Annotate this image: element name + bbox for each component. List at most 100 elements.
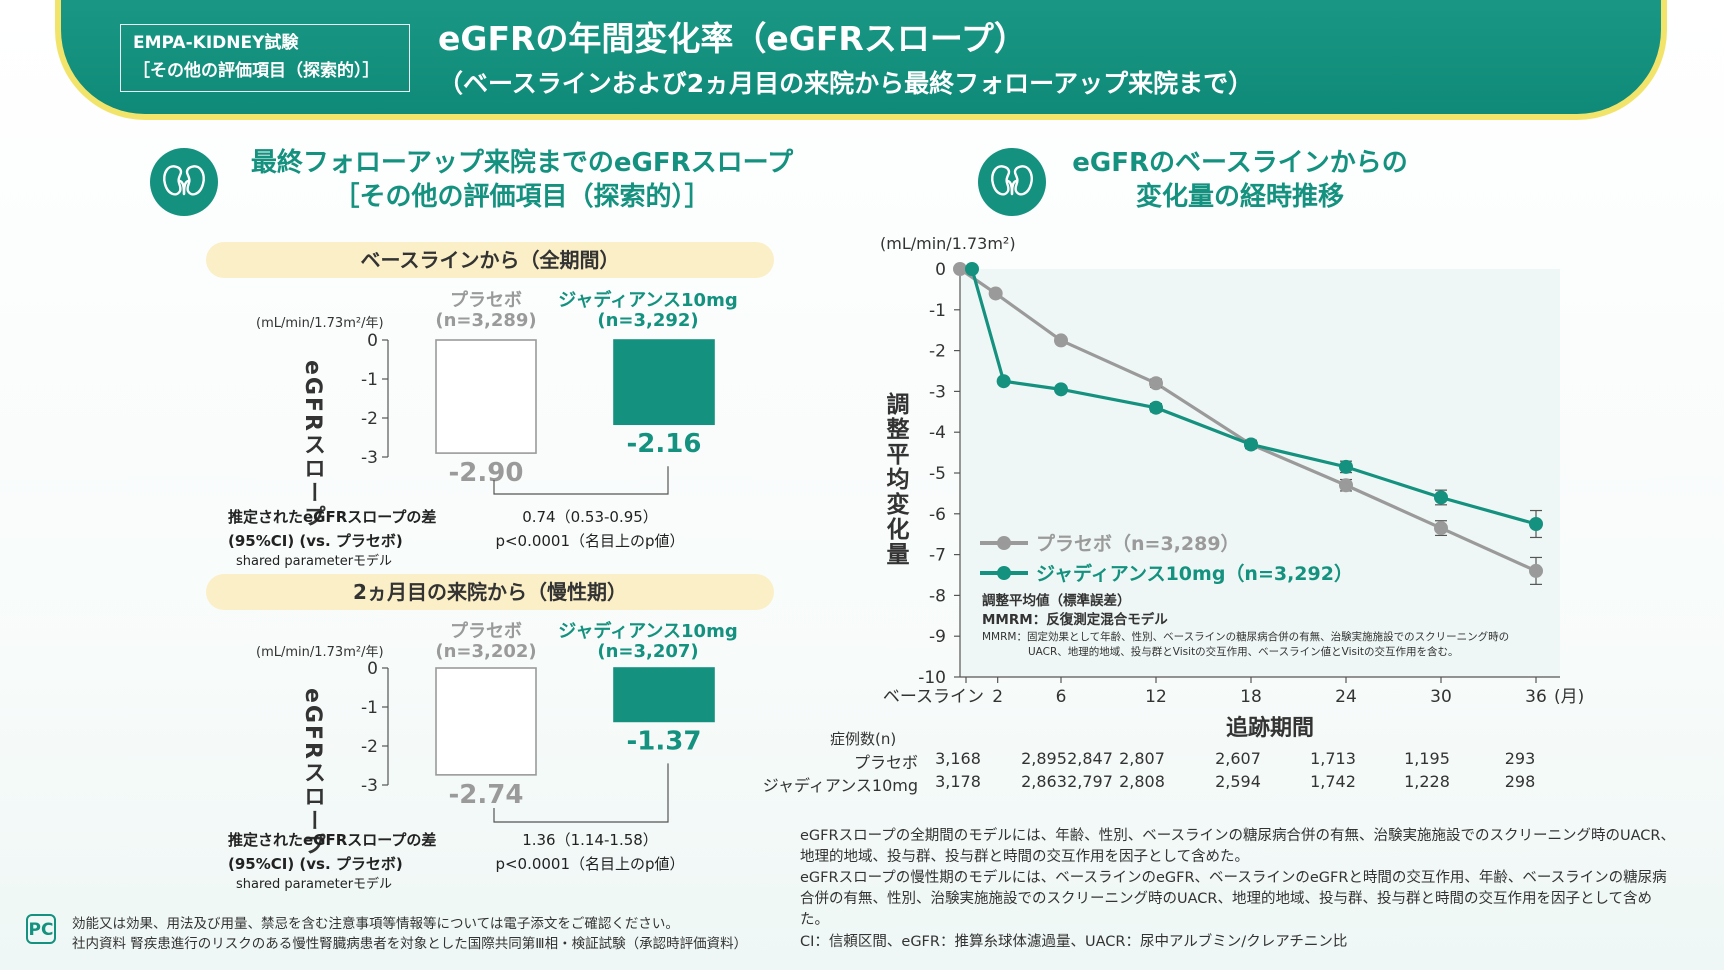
x-tick-label: 18 bbox=[1240, 687, 1262, 707]
study-category: ［その他の評価項目（探索的）］ bbox=[133, 61, 380, 81]
panel1-ytick-label: 0 bbox=[367, 331, 378, 351]
panel2-placebo-header: プラセボ (n=3,202) bbox=[416, 622, 556, 662]
y-tick-label: -7 bbox=[929, 546, 946, 566]
x-tick-label: 30 bbox=[1430, 687, 1452, 707]
legend-note-2: MMRM：反復測定混合モデル bbox=[982, 612, 1168, 628]
placebo-point bbox=[1149, 376, 1163, 391]
n-cell: 3,178 bbox=[935, 772, 981, 791]
x-tick-label: 36 bbox=[1525, 687, 1547, 707]
x-tick-label: 6 bbox=[1056, 687, 1067, 707]
panel1-pill: ベースラインから（全期間） bbox=[206, 242, 774, 278]
n-cell: 1,195 bbox=[1404, 749, 1450, 768]
left-title-line1: 最終フォローアップ来院までのeGFRスロープ bbox=[250, 148, 794, 178]
panel1-placebo-header: プラセボ (n=3,289) bbox=[416, 291, 556, 331]
legend-marker bbox=[997, 566, 1011, 580]
panel1-model: shared parameterモデル bbox=[236, 554, 393, 569]
panel1-bracket bbox=[493, 466, 669, 495]
footer-line2: 社内資料 腎疾患進行のリスクのある慢性腎臓病患者を対象とした国際共同第Ⅲ相・検証… bbox=[72, 936, 748, 952]
panel2-diff-label: 推定されたeGFRスロープの差 (95%CI) (vs. プラセボ) share… bbox=[228, 828, 436, 894]
line-ylabel: 調整平均変化量 bbox=[882, 392, 908, 567]
y-tick-label: -6 bbox=[929, 505, 946, 525]
jardiance-point bbox=[1434, 490, 1448, 505]
panel2-ylabel: eGFRスロープ bbox=[300, 688, 325, 857]
n-cell: 1,228 bbox=[1404, 772, 1450, 791]
bar-chart-full-period: 0 -1 -2 -3 -2.90 -2.16 bbox=[361, 331, 715, 495]
mmrm-note-2: UACR、地理的地域、投与群とVisitの交互作用、ベースライン値とVisitの… bbox=[1028, 646, 1459, 658]
n-cell: 2,808 bbox=[1119, 772, 1165, 791]
placebo-line bbox=[959, 267, 1537, 573]
page-subtitle: （ベースラインおよび2ヵ月目の来院から最終フォローアップ来院まで） bbox=[438, 69, 1254, 98]
note-abbreviations: CI：信頼区間、eGFR：推算糸球体濾過量、UACR：尿中アルブミン/クレアチニ… bbox=[800, 934, 1348, 950]
panel2-p-value: p<0.0001（名目上のp値） bbox=[495, 855, 685, 873]
kidney-icon bbox=[150, 148, 218, 216]
legend-placebo: プラセボ（n=3,289） bbox=[1036, 532, 1240, 555]
panel1-bar-jardiance bbox=[613, 339, 715, 426]
footer-line1: 効能又は効果、用法及び用量、禁忌を含む注意事項等情報等については電子添文をご確認… bbox=[72, 916, 679, 932]
panel2-ytick-label: -2 bbox=[361, 737, 378, 757]
n-cell: 1,742 bbox=[1310, 772, 1356, 791]
n-cell: 298 bbox=[1504, 772, 1536, 791]
panel2-diff-label-line2: (95%CI) (vs. プラセボ) bbox=[228, 855, 403, 873]
panel2-ytick-label: 0 bbox=[367, 659, 378, 679]
placebo-point bbox=[988, 286, 1003, 301]
panel1-unit: (mL/min/1.73m²/年) bbox=[256, 316, 384, 331]
panel1-diff-label-line1: 推定されたeGFRスロープの差 bbox=[228, 508, 437, 526]
n-cell: 1,713 bbox=[1310, 749, 1356, 768]
n-row-placebo-label: プラセボ bbox=[853, 753, 918, 772]
jardiance-point bbox=[1054, 382, 1068, 397]
panel1-p-value: p<0.0001（名目上のp値） bbox=[495, 532, 685, 550]
panel1-ytick-label: -3 bbox=[361, 448, 378, 468]
mmrm-note-1: MMRM：固定効果として年齢、性別、ベースラインの糖尿病合併の有無、治験実施施設… bbox=[982, 631, 1510, 643]
n-cell: 2,895 bbox=[1021, 749, 1067, 768]
panel2-ytick-label: -3 bbox=[361, 776, 378, 796]
x-tick-label: 2 bbox=[992, 687, 1003, 707]
x-tick-label: 12 bbox=[1145, 687, 1167, 707]
study-box: EMPA-KIDNEY試験 ［その他の評価項目（探索的）］ bbox=[120, 24, 410, 92]
panel1-jardiance-header: ジャディアンス10mg (n=3,292) bbox=[550, 291, 746, 331]
mmrm-note: MMRM：固定効果として年齢、性別、ベースラインの糖尿病合併の有無、治験実施施設… bbox=[982, 630, 1509, 660]
right-title-line1: eGFRのベースラインからの bbox=[1072, 148, 1408, 178]
y-tick-label: -3 bbox=[929, 382, 946, 402]
y-tick-label: -5 bbox=[929, 464, 946, 484]
jardiance-point bbox=[1149, 400, 1163, 415]
panel1-ylabel: eGFRスロープ bbox=[300, 360, 325, 529]
panel2-jardiance-n: (n=3,207) bbox=[597, 641, 699, 662]
x-tick-label: ベースライン bbox=[883, 687, 984, 707]
panel1-diff-values: 0.74（0.53-0.95） p<0.0001（名目上のp値） bbox=[470, 505, 710, 553]
placebo-point bbox=[953, 262, 967, 276]
jardiance-line bbox=[970, 268, 1537, 526]
legend-jardiance: ジャディアンス10mg（n=3,292） bbox=[1036, 562, 1353, 585]
panel1-ytick-label: -1 bbox=[361, 370, 378, 390]
page-title: eGFRの年間変化率（eGFRスロープ） bbox=[438, 19, 1027, 58]
n-cell: 293 bbox=[1504, 749, 1536, 768]
panel2-diff-value: 1.36（1.14-1.58） bbox=[522, 831, 658, 849]
legend-notes: 調整平均値（標準誤差） MMRM：反復測定混合モデル bbox=[982, 592, 1168, 630]
line-chart-egfr-change: (mL/min/1.73m²) 0 -1 -2 -3 -4 -5 -6 -7 -8 -9 -10ベース… bbox=[880, 234, 1584, 741]
y-tick-label: 0 bbox=[935, 260, 946, 280]
y-tick-label: -8 bbox=[929, 586, 946, 606]
panel1-jardiance-n: (n=3,292) bbox=[597, 310, 699, 331]
n-cell: 2,863 bbox=[1021, 772, 1067, 791]
panel1-ytick-label: -2 bbox=[361, 409, 378, 429]
y-unit-label: (mL/min/1.73m²) bbox=[880, 234, 1016, 253]
jardiance-point bbox=[1339, 459, 1353, 474]
panel1-diff-label: 推定されたeGFRスロープの差 (95%CI) (vs. プラセボ) share… bbox=[228, 505, 436, 571]
n-table-header: 症例数(n) bbox=[830, 730, 897, 748]
left-section-title: 最終フォローアップ来院までのeGFRスロープ ［その他の評価項目（探索的）］ bbox=[232, 146, 812, 214]
jardiance-point bbox=[1529, 517, 1543, 531]
panel2-placebo-n: (n=3,202) bbox=[435, 641, 537, 662]
placebo-point bbox=[1339, 478, 1353, 493]
header-banner bbox=[55, 0, 1667, 120]
y-tick-label: -4 bbox=[929, 423, 946, 443]
panel2-unit: (mL/min/1.73m²/年) bbox=[256, 645, 384, 660]
panel2-jardiance-header: ジャディアンス10mg (n=3,207) bbox=[550, 622, 746, 662]
pc-logo: PC bbox=[26, 914, 56, 944]
x-axis-title: 追跡期間 bbox=[1226, 715, 1314, 741]
panel1-placebo-n: (n=3,289) bbox=[435, 310, 537, 331]
panel2-value-placebo: -2.74 bbox=[449, 780, 524, 810]
right-section-title: eGFRのベースラインからの 変化量の経時推移 bbox=[1060, 146, 1420, 214]
legend-note-1: 調整平均値（標準誤差） bbox=[982, 593, 1131, 609]
panel2-pill: 2ヵ月目の来院から（慢性期） bbox=[206, 574, 774, 610]
y-tick-label: -10 bbox=[918, 668, 946, 688]
panel2-jardiance-label: ジャディアンス10mg bbox=[558, 621, 738, 642]
